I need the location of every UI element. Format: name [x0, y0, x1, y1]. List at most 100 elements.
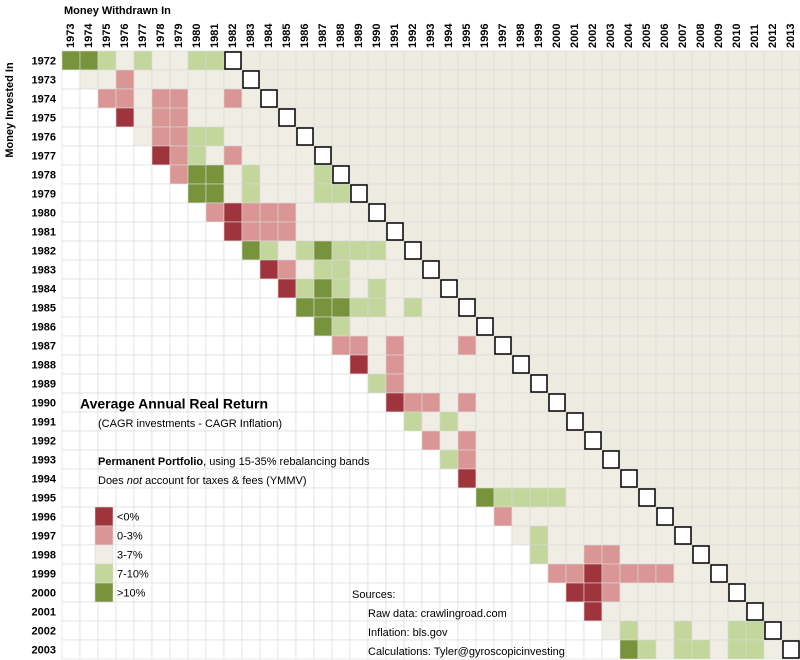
cell: [457, 563, 477, 584]
cell: [403, 316, 423, 337]
cell: [331, 259, 351, 280]
cell: [367, 88, 387, 109]
cell: [547, 392, 567, 413]
cell: [457, 183, 477, 204]
cell: [439, 354, 459, 375]
cell: [169, 601, 189, 622]
column-label: 1973: [65, 24, 77, 48]
cell: [61, 88, 81, 109]
cell: [493, 107, 513, 128]
cell: [475, 164, 495, 185]
cell: [439, 278, 459, 299]
cell: [259, 601, 279, 622]
cell: [61, 126, 81, 147]
cell: [79, 88, 99, 109]
diagonal-box: [260, 89, 278, 108]
cell: [115, 316, 135, 337]
cell: [169, 620, 189, 641]
cell: [673, 563, 693, 584]
cell: [79, 107, 99, 128]
cell: [205, 525, 225, 546]
row-label: 1981: [32, 226, 56, 238]
cell: [277, 50, 297, 71]
cell: [421, 50, 441, 71]
cell: [205, 240, 225, 261]
cell: [97, 316, 117, 337]
cell: [529, 50, 549, 71]
column-label: 1997: [497, 24, 509, 48]
cell: [277, 506, 297, 527]
diagonal-box: [404, 241, 422, 260]
cell: [619, 449, 639, 470]
cell: [763, 411, 783, 432]
cell: [97, 487, 117, 508]
cell: [493, 145, 513, 166]
cell: [565, 449, 585, 470]
cell: [151, 259, 171, 280]
cell: [439, 582, 459, 603]
cell: [241, 506, 261, 527]
cell: [313, 88, 333, 109]
cell: [691, 430, 711, 451]
cell: [439, 506, 459, 527]
cell: [781, 639, 800, 660]
cell: [727, 316, 747, 337]
cell: [169, 221, 189, 242]
cell: [457, 297, 477, 318]
cell: [691, 392, 711, 413]
cell: [421, 354, 441, 375]
cell: [457, 316, 477, 337]
row-label: 1973: [32, 74, 56, 86]
cell: [493, 278, 513, 299]
cell: [439, 145, 459, 166]
cell: [619, 164, 639, 185]
cell: [133, 202, 153, 223]
cell: [601, 373, 621, 394]
cell: [223, 107, 243, 128]
cell: [187, 69, 207, 90]
cell: [511, 392, 531, 413]
cell: [673, 145, 693, 166]
cell: [115, 430, 135, 451]
cell: [187, 202, 207, 223]
cell: [493, 373, 513, 394]
cell: [115, 487, 135, 508]
cell: [367, 50, 387, 71]
cell: [763, 430, 783, 451]
cell: [151, 487, 171, 508]
cell: [745, 639, 765, 660]
cell: [349, 620, 369, 641]
cell: [79, 126, 99, 147]
cell: [331, 126, 351, 147]
cell: [439, 316, 459, 337]
cell: [691, 316, 711, 337]
cell: [259, 259, 279, 280]
cell: [331, 620, 351, 641]
cell: [439, 259, 459, 280]
cell: [331, 278, 351, 299]
cell: [277, 392, 297, 413]
cell: [313, 145, 333, 166]
cell: [367, 392, 387, 413]
cell: [511, 506, 531, 527]
cell: [637, 202, 657, 223]
cell: [349, 544, 369, 565]
cell: [763, 221, 783, 242]
cell: [565, 563, 585, 584]
cell: [709, 449, 729, 470]
cell: [187, 430, 207, 451]
cell: [61, 544, 81, 565]
cell: [691, 145, 711, 166]
cell: [115, 145, 135, 166]
cell: [529, 392, 549, 413]
cell: [655, 145, 675, 166]
cell: [313, 335, 333, 356]
cell: [565, 69, 585, 90]
cell: [313, 411, 333, 432]
cell: [223, 221, 243, 242]
column-label: 2003: [605, 24, 617, 48]
column-label: 1979: [173, 24, 185, 48]
cell: [259, 183, 279, 204]
cell: [583, 202, 603, 223]
cell: [709, 202, 729, 223]
